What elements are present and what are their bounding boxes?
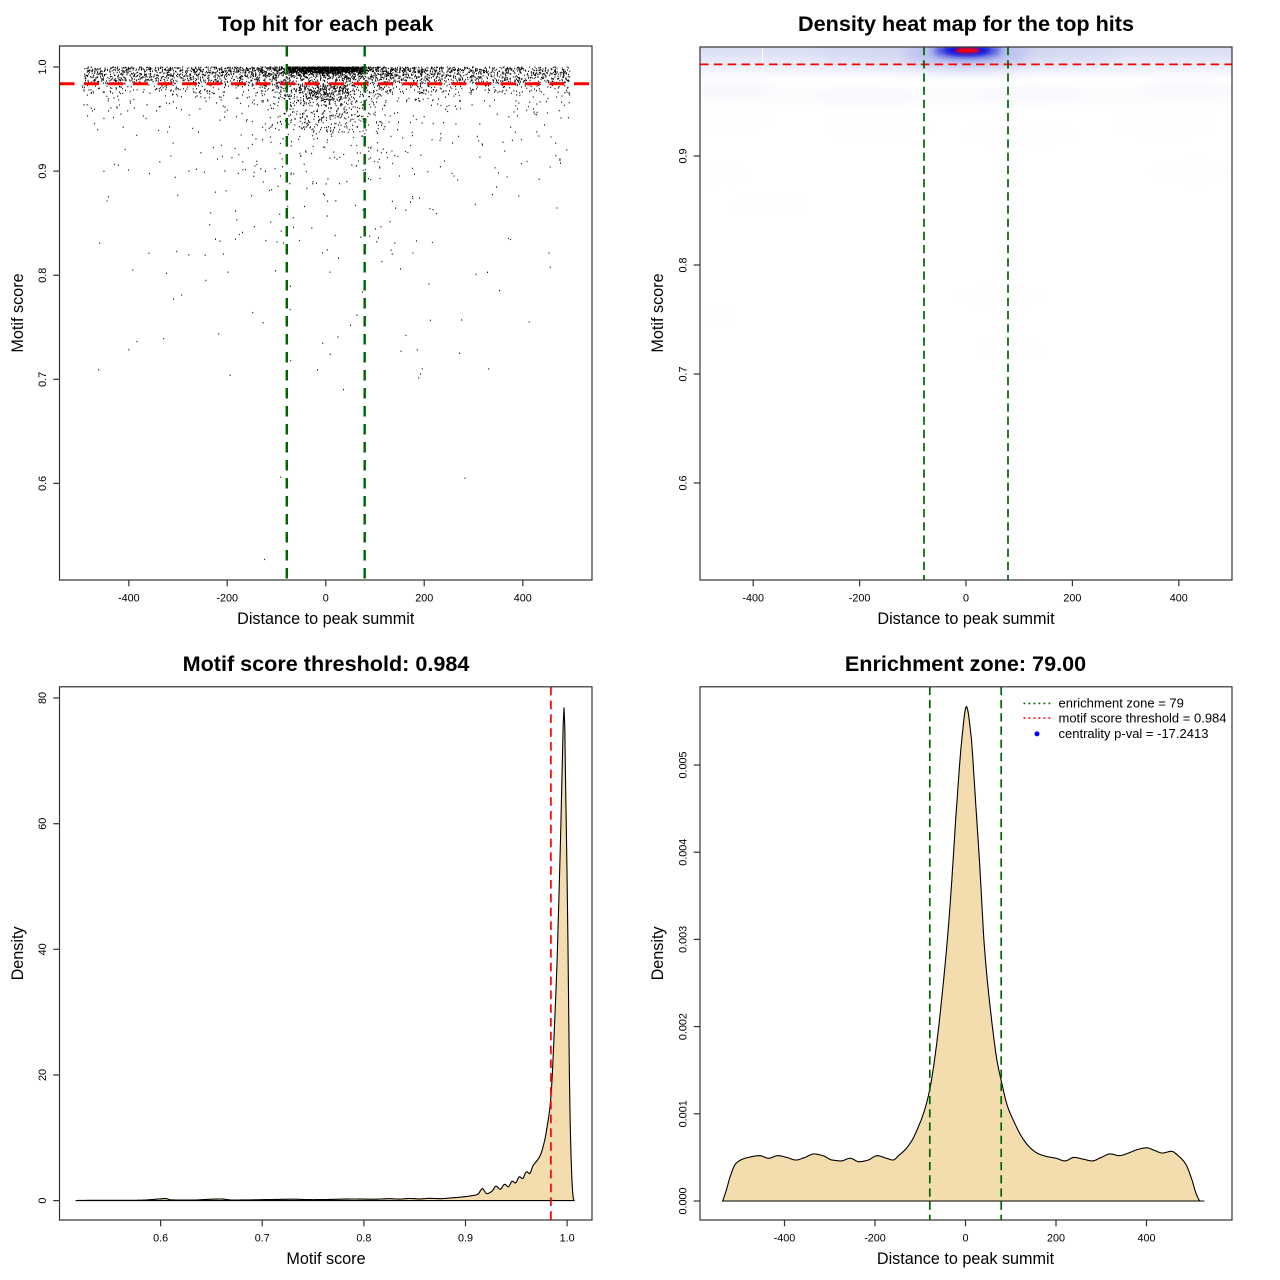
svg-text:Motif score: Motif score xyxy=(649,273,667,352)
svg-text:-200: -200 xyxy=(849,592,871,604)
svg-text:Enrichment zone: 79.00: Enrichment zone: 79.00 xyxy=(845,651,1086,676)
svg-text:-400: -400 xyxy=(118,592,140,604)
svg-text:0.9: 0.9 xyxy=(37,164,49,179)
svg-text:enrichment zone = 79: enrichment zone = 79 xyxy=(1059,696,1184,711)
svg-text:Density heat map for the top h: Density heat map for the top hits xyxy=(798,11,1134,36)
svg-text:-400: -400 xyxy=(774,1232,796,1244)
svg-text:400: 400 xyxy=(514,592,532,604)
svg-text:Motif score: Motif score xyxy=(286,1250,365,1268)
svg-text:200: 200 xyxy=(1047,1232,1065,1244)
svg-text:Distance to peak summit: Distance to peak summit xyxy=(237,610,415,628)
svg-text:0.000: 0.000 xyxy=(677,1187,689,1214)
svg-text:0.6: 0.6 xyxy=(153,1232,168,1244)
svg-text:0.001: 0.001 xyxy=(677,1100,689,1127)
svg-text:0.9: 0.9 xyxy=(677,148,689,163)
svg-text:0.6: 0.6 xyxy=(37,476,49,491)
svg-text:0.004: 0.004 xyxy=(677,839,689,866)
svg-text:0.005: 0.005 xyxy=(677,751,689,778)
svg-text:-400: -400 xyxy=(742,592,764,604)
svg-text:0.8: 0.8 xyxy=(356,1232,371,1244)
svg-text:Distance to peak summit: Distance to peak summit xyxy=(877,610,1055,628)
svg-text:200: 200 xyxy=(415,592,433,604)
svg-text:Top hit for each peak: Top hit for each peak xyxy=(218,11,435,36)
svg-text:0.7: 0.7 xyxy=(255,1232,270,1244)
svg-text:0.9: 0.9 xyxy=(458,1232,473,1244)
svg-text:0.8: 0.8 xyxy=(37,268,49,283)
svg-text:-200: -200 xyxy=(864,1232,886,1244)
svg-text:centrality p-val = -17.2413: centrality p-val = -17.2413 xyxy=(1059,726,1209,741)
svg-text:0.003: 0.003 xyxy=(677,926,689,953)
svg-text:400: 400 xyxy=(1170,592,1188,604)
svg-text:Motif score: Motif score xyxy=(9,273,27,352)
svg-text:1.0: 1.0 xyxy=(560,1232,575,1244)
svg-text:0: 0 xyxy=(962,1232,968,1244)
svg-text:20: 20 xyxy=(37,1069,49,1081)
svg-text:60: 60 xyxy=(37,818,49,830)
svg-text:-200: -200 xyxy=(216,592,238,604)
svg-text:80: 80 xyxy=(37,692,49,704)
svg-text:Density: Density xyxy=(649,926,667,981)
svg-text:1.0: 1.0 xyxy=(37,59,49,74)
svg-text:motif score threshold = 0.984: motif score threshold = 0.984 xyxy=(1059,710,1227,725)
svg-text:200: 200 xyxy=(1063,592,1081,604)
svg-text:0.8: 0.8 xyxy=(677,257,689,272)
svg-text:0.002: 0.002 xyxy=(677,1013,689,1040)
svg-text:Motif score threshold: 0.984: Motif score threshold: 0.984 xyxy=(183,651,470,676)
svg-text:0.7: 0.7 xyxy=(37,372,49,387)
svg-text:0.7: 0.7 xyxy=(677,366,689,381)
svg-text:0.6: 0.6 xyxy=(677,475,689,490)
svg-text:0: 0 xyxy=(37,1198,49,1204)
svg-text:0: 0 xyxy=(963,592,969,604)
svg-text:400: 400 xyxy=(1137,1232,1155,1244)
svg-text:Distance to peak summit: Distance to peak summit xyxy=(877,1250,1055,1268)
svg-text:0: 0 xyxy=(323,592,329,604)
svg-text:Density: Density xyxy=(9,926,27,981)
svg-text:40: 40 xyxy=(37,943,49,955)
